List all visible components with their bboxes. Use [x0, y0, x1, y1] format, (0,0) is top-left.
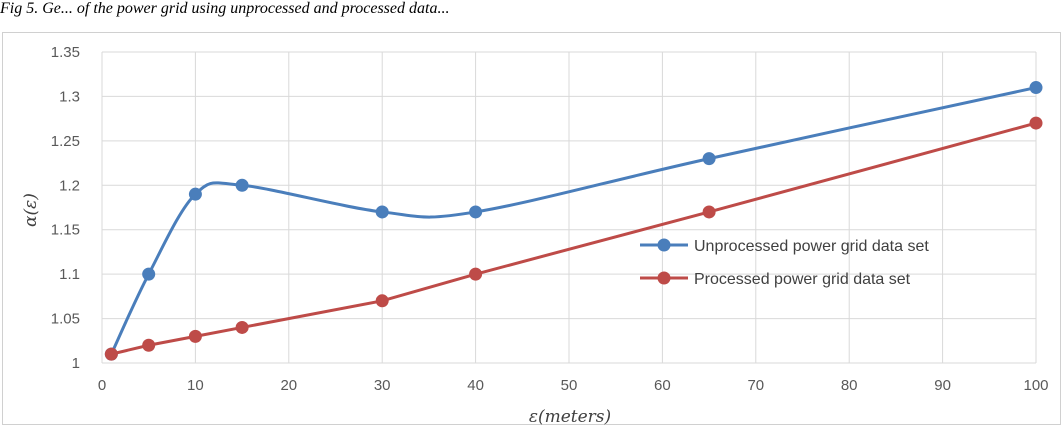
- x-tick-label: 70: [747, 377, 764, 394]
- data-point: [104, 347, 118, 361]
- x-tick-label: 90: [934, 377, 951, 394]
- y-tick-label: 1.1: [59, 266, 80, 283]
- x-tick-label: 30: [374, 377, 391, 394]
- data-point: [235, 320, 249, 334]
- data-point: [702, 152, 716, 166]
- legend-marker: [657, 271, 671, 285]
- x-tick-label: 40: [467, 377, 484, 394]
- y-tick-label: 1.35: [51, 44, 80, 61]
- legend-marker: [657, 238, 671, 252]
- x-tick-label: 80: [841, 377, 858, 394]
- y-axis-title: α(ε): [21, 193, 41, 227]
- data-point: [142, 338, 156, 352]
- data-point: [1029, 81, 1043, 95]
- data-point: [1029, 116, 1043, 130]
- series-line-2: [110, 121, 1037, 356]
- x-tick-label: 100: [1023, 377, 1048, 394]
- data-point: [375, 205, 389, 219]
- y-tick-label: 1.25: [51, 133, 80, 150]
- series-layer: [104, 81, 1043, 361]
- data-point: [702, 205, 716, 219]
- figure-caption: Fig 5. Ge... of the power grid using unp…: [0, 0, 450, 17]
- y-tick-label: 1.3: [59, 88, 80, 105]
- chart-frame: [2, 32, 1061, 425]
- y-tick-label: 1.15: [51, 222, 80, 239]
- series-line-1: [109, 86, 1037, 355]
- y-tick-label: 1.05: [51, 311, 80, 328]
- tick-layer: 0 10 20 30 40 50 60 70 80 90 100 1 1.05 1.1 1.15 1.2 1.2…: [51, 44, 1049, 394]
- legend-layer: Unprocessed power grid data set Processed…: [640, 238, 929, 288]
- x-tick-label: 50: [561, 377, 578, 394]
- data-point: [188, 187, 202, 201]
- data-point: [235, 178, 249, 192]
- legend-label: Unprocessed power grid data set: [694, 238, 929, 255]
- x-tick-label: 60: [654, 377, 671, 394]
- data-point: [142, 267, 156, 281]
- data-point: [375, 294, 389, 308]
- y-tick-label: 1.2: [59, 177, 80, 194]
- data-point: [469, 205, 483, 219]
- data-point: [188, 329, 202, 343]
- x-tick-label: 0: [98, 377, 106, 394]
- x-tick-label: 20: [280, 377, 297, 394]
- grid-layer: [101, 51, 1037, 364]
- x-axis-title: ε(meters): [529, 407, 611, 427]
- legend-label: Processed power grid data set: [694, 271, 911, 288]
- y-tick-label: 1: [72, 355, 80, 372]
- x-tick-label: 10: [187, 377, 204, 394]
- data-point: [469, 267, 483, 281]
